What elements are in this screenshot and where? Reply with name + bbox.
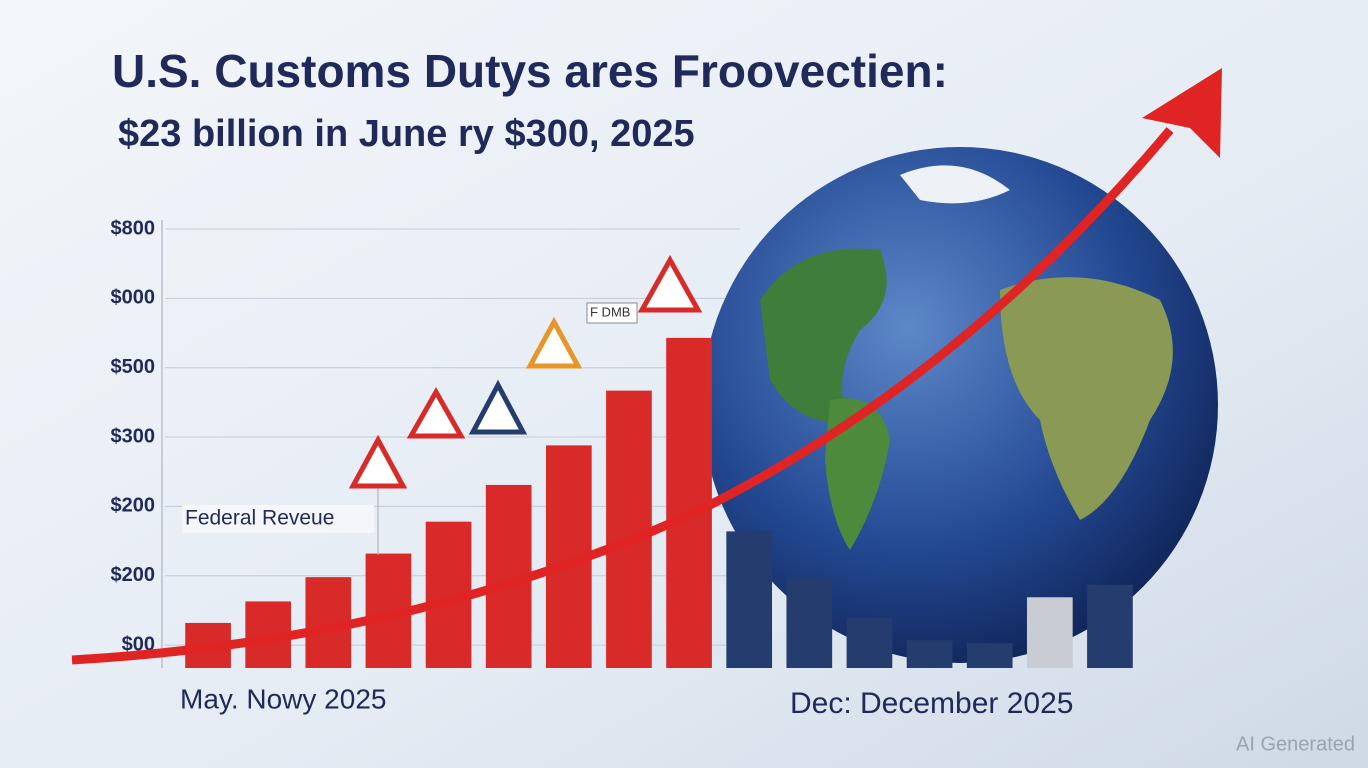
continent xyxy=(760,248,887,422)
arrow-head xyxy=(1142,68,1222,158)
y-tick-label: $200 xyxy=(111,495,156,517)
trend-arrow xyxy=(71,127,1174,665)
label-box xyxy=(182,505,374,533)
warning-sign xyxy=(406,386,466,439)
ice xyxy=(900,165,1010,204)
y-tick-label: $500 xyxy=(111,356,156,378)
continent xyxy=(825,398,890,550)
chart-title: U.S. Customs Dutys ares Froovectien: xyxy=(112,45,948,97)
chart-subtitle: $23 billion in June ry $300, 2025 xyxy=(118,113,695,155)
globe xyxy=(702,147,1218,663)
annotation: F DMB xyxy=(590,304,630,319)
bar xyxy=(1026,597,1073,668)
y-tick-label: $800 xyxy=(111,217,156,239)
bar xyxy=(1087,584,1133,668)
x-label: May. Nowy 2025 xyxy=(180,683,386,714)
bar xyxy=(786,578,833,668)
y-tick-label: $300 xyxy=(111,425,156,447)
warning-sign xyxy=(468,379,528,435)
bar xyxy=(966,643,1013,668)
bar xyxy=(606,390,652,668)
bar xyxy=(846,618,893,668)
watermark: AI Generated xyxy=(1236,733,1355,755)
y-tick-label: $200 xyxy=(111,564,156,586)
warning-sign xyxy=(525,316,583,369)
bar xyxy=(726,531,773,668)
continent xyxy=(1000,277,1173,520)
label-box xyxy=(586,302,638,324)
warning-signs xyxy=(348,254,703,555)
warning-sign xyxy=(637,254,703,313)
bar xyxy=(906,640,953,668)
x-label: Dec: December 2025 xyxy=(790,687,1073,720)
y-tick-label: $000 xyxy=(111,287,156,309)
warning-sign xyxy=(348,434,408,489)
annotation: Federal Reveue xyxy=(185,507,334,530)
